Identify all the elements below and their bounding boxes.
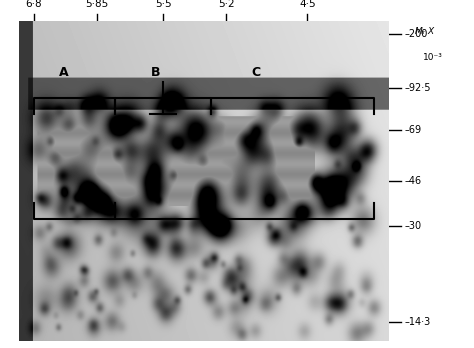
Text: –69: –69 xyxy=(405,125,422,135)
Text: –200: –200 xyxy=(405,29,428,39)
Text: 4·5: 4·5 xyxy=(299,0,316,9)
Text: A: A xyxy=(58,65,68,79)
Text: 6·8: 6·8 xyxy=(26,0,42,9)
Text: 5·85: 5·85 xyxy=(85,0,108,9)
Text: B: B xyxy=(151,65,161,79)
Text: 5·5: 5·5 xyxy=(155,0,172,9)
Text: –14·3: –14·3 xyxy=(405,317,431,327)
Text: –46: –46 xyxy=(405,176,422,186)
Text: C: C xyxy=(251,65,260,79)
Text: –30: –30 xyxy=(405,221,422,231)
Text: –92·5: –92·5 xyxy=(405,83,431,93)
Text: Mᵣ X: Mᵣ X xyxy=(415,27,435,36)
Text: 10⁻³: 10⁻³ xyxy=(423,53,443,62)
Text: 5·2: 5·2 xyxy=(218,0,234,9)
